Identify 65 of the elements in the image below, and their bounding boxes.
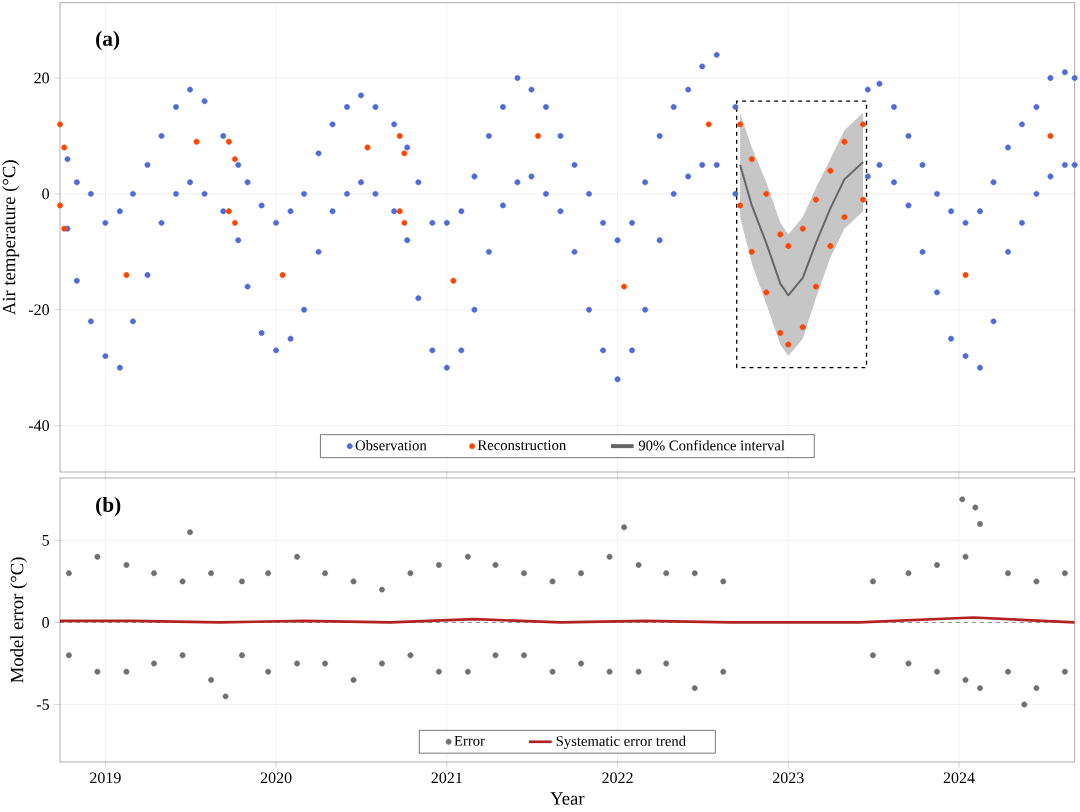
point	[396, 132, 403, 139]
legend-label: Systematic error trend	[556, 735, 686, 750]
point	[1047, 132, 1054, 139]
point	[225, 208, 232, 215]
y-tick-label: 0	[42, 188, 49, 200]
x-tick-label: 2021	[431, 772, 462, 784]
point	[785, 243, 792, 249]
point	[705, 121, 712, 128]
y-tick-label: 5	[42, 535, 49, 546]
point	[737, 121, 744, 128]
y-tick-label: -20	[28, 304, 49, 316]
legend-label: Observation	[355, 440, 427, 451]
point	[225, 138, 232, 145]
point	[396, 208, 403, 215]
point	[841, 138, 848, 145]
point	[123, 272, 130, 278]
point	[621, 283, 628, 290]
point	[812, 196, 819, 203]
point	[535, 132, 541, 139]
point	[232, 156, 238, 163]
point	[763, 289, 770, 296]
point	[860, 196, 867, 203]
legend-label: Error	[454, 735, 485, 746]
point	[748, 156, 755, 163]
point	[450, 277, 457, 284]
y-tick-label: 0	[42, 617, 49, 628]
point	[57, 121, 63, 128]
x-tick-label: 2024	[943, 772, 975, 784]
point	[777, 231, 784, 238]
point	[401, 150, 408, 157]
point	[841, 214, 848, 220]
point	[785, 341, 792, 348]
y-axis-title: Model error (°C)	[10, 557, 28, 683]
point	[962, 272, 969, 278]
point	[279, 272, 286, 278]
annotation: (a)	[96, 30, 120, 51]
line-series	[739, 161, 865, 297]
point	[827, 243, 834, 249]
point	[763, 190, 770, 197]
point	[799, 324, 806, 331]
x-tick-label: 2023	[772, 772, 804, 784]
y-axis-title: Air temperature (°C)	[2, 160, 20, 315]
annotation: (b)	[96, 496, 121, 517]
y-tick-label: 20	[34, 72, 49, 84]
point	[193, 138, 200, 145]
point	[799, 225, 806, 232]
point	[777, 329, 784, 336]
point	[860, 121, 867, 128]
x-tick-label: 2022	[602, 772, 633, 784]
legend-label: 90% Confidence interval	[638, 439, 785, 451]
point	[812, 283, 819, 290]
legend-label: Reconstruction	[477, 440, 567, 451]
point	[232, 219, 238, 226]
y-tick-label: -5	[36, 699, 49, 710]
x-tick-label: 2020	[260, 772, 292, 784]
point	[748, 248, 755, 255]
point	[364, 144, 371, 151]
point	[61, 144, 68, 151]
y-tick-label: -40	[28, 420, 49, 432]
point	[827, 167, 834, 174]
point	[57, 202, 63, 209]
x-axis-title: Year	[550, 792, 585, 805]
point	[737, 202, 744, 209]
point	[401, 219, 408, 226]
x-tick-label: 2019	[90, 772, 121, 784]
